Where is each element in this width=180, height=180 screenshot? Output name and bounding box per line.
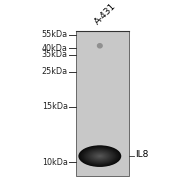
Text: 35kDa: 35kDa xyxy=(42,50,68,59)
Ellipse shape xyxy=(99,156,101,157)
Ellipse shape xyxy=(87,150,113,163)
Ellipse shape xyxy=(78,145,121,167)
Ellipse shape xyxy=(79,146,120,166)
Ellipse shape xyxy=(80,146,119,166)
Ellipse shape xyxy=(92,152,107,160)
Ellipse shape xyxy=(93,153,106,159)
Ellipse shape xyxy=(83,147,117,165)
Circle shape xyxy=(98,44,102,48)
Ellipse shape xyxy=(91,152,108,160)
Text: 55kDa: 55kDa xyxy=(42,30,68,39)
Ellipse shape xyxy=(97,154,103,158)
Text: A-431: A-431 xyxy=(93,2,118,27)
Ellipse shape xyxy=(85,148,115,164)
Text: 10kDa: 10kDa xyxy=(42,158,68,166)
Bar xyxy=(76,31,129,176)
Ellipse shape xyxy=(98,155,102,157)
Ellipse shape xyxy=(94,153,105,159)
Ellipse shape xyxy=(89,151,111,161)
Text: IL8: IL8 xyxy=(136,150,149,159)
Ellipse shape xyxy=(84,148,116,164)
Text: 15kDa: 15kDa xyxy=(42,102,68,111)
Ellipse shape xyxy=(82,147,118,165)
Ellipse shape xyxy=(96,154,104,158)
Ellipse shape xyxy=(88,150,112,162)
Ellipse shape xyxy=(90,151,109,161)
Ellipse shape xyxy=(86,149,114,163)
Text: 40kDa: 40kDa xyxy=(42,44,68,53)
Text: 25kDa: 25kDa xyxy=(42,67,68,76)
